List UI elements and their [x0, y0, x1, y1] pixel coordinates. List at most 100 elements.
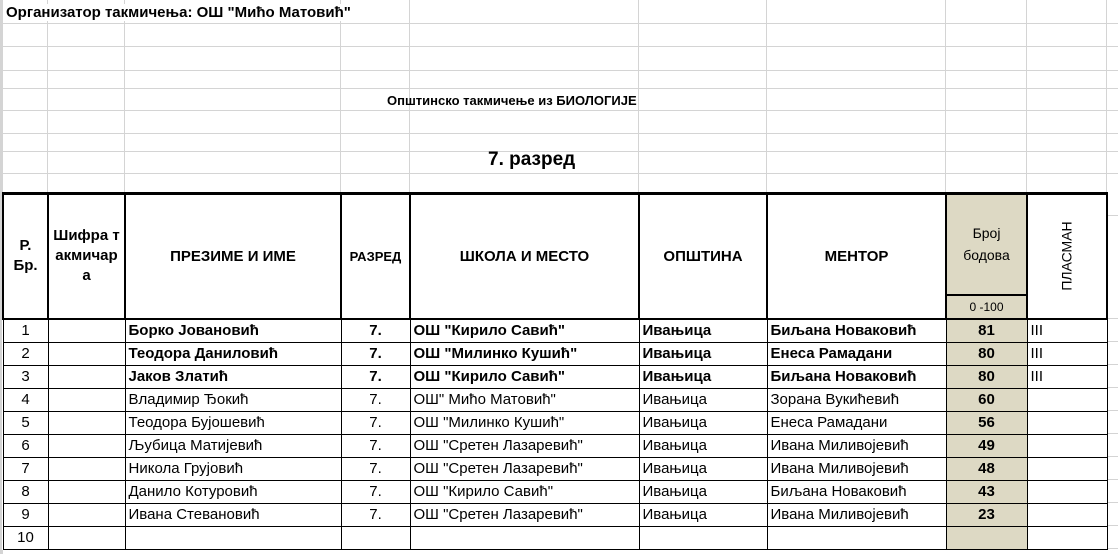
cell-municipality[interactable]: Ивањица: [638, 364, 768, 389]
cell-grade[interactable]: [340, 525, 411, 550]
cell-grade[interactable]: 7.: [340, 479, 411, 504]
cell-rb[interactable]: 2: [2, 341, 49, 366]
cell-code[interactable]: [47, 364, 126, 389]
cell-points[interactable]: 80: [945, 364, 1028, 389]
cell-grade[interactable]: 7.: [340, 318, 411, 343]
cell-code[interactable]: [47, 318, 126, 343]
cell-grade[interactable]: 7.: [340, 502, 411, 527]
cell-rb[interactable]: 10: [2, 525, 49, 550]
cell-mentor[interactable]: Ивана Миливојевић: [766, 456, 947, 481]
cell-mentor[interactable]: [766, 525, 947, 550]
cell-placement[interactable]: [1026, 525, 1108, 550]
cell-mentor[interactable]: Енеса Рамадани: [766, 410, 947, 435]
cell-school[interactable]: ОШ "Кирило Савић": [409, 364, 640, 389]
cell-name[interactable]: Теодора Даниловић: [124, 341, 342, 366]
cell-rb[interactable]: 3: [2, 364, 49, 389]
cell-rb[interactable]: 5: [2, 410, 49, 435]
cell-grade[interactable]: 7.: [340, 433, 411, 458]
cell-rb[interactable]: 9: [2, 502, 49, 527]
cell-placement[interactable]: [1026, 479, 1108, 504]
cell-name[interactable]: [124, 525, 342, 550]
cell-mentor[interactable]: Биљана Новаковић: [766, 479, 947, 504]
cell-municipality[interactable]: Ивањица: [638, 387, 768, 412]
cell-code[interactable]: [47, 456, 126, 481]
cell-school[interactable]: ОШ "Кирило Савић": [409, 318, 640, 343]
cell-school[interactable]: ОШ "Милинко Кушић": [409, 410, 640, 435]
cell-code[interactable]: [47, 341, 126, 366]
cell-grade[interactable]: 7.: [340, 387, 411, 412]
cell-grade[interactable]: 7.: [340, 364, 411, 389]
grid-line: [1106, 341, 1118, 342]
cell-municipality[interactable]: Ивањица: [638, 410, 768, 435]
cell-placement[interactable]: [1026, 502, 1108, 527]
header-municipality: ОПШТИНА: [638, 192, 768, 320]
grid-line: [945, 0, 946, 193]
grid-line: [1106, 433, 1118, 434]
cell-name[interactable]: Никола Грујовић: [124, 456, 342, 481]
cell-mentor[interactable]: Биљана Новаковић: [766, 364, 947, 389]
cell-points[interactable]: 56: [945, 410, 1028, 435]
cell-municipality[interactable]: Ивањица: [638, 341, 768, 366]
cell-rb[interactable]: 8: [2, 479, 49, 504]
cell-municipality[interactable]: Ивањица: [638, 502, 768, 527]
cell-placement[interactable]: III: [1026, 364, 1108, 389]
cell-points[interactable]: 23: [945, 502, 1028, 527]
cell-mentor[interactable]: Зорана Вукићевић: [766, 387, 947, 412]
cell-name[interactable]: Теодора Бујошевић: [124, 410, 342, 435]
cell-code[interactable]: [47, 525, 126, 550]
cell-school[interactable]: ОШ "Кирило Савић": [409, 479, 640, 504]
table-row: 4 Владимир Ђокић 7. ОШ" Мићо Матовић" Ивањиц…: [2, 387, 1108, 412]
cell-rb[interactable]: 4: [2, 387, 49, 412]
cell-school[interactable]: ОШ" Мићо Матовић": [409, 387, 640, 412]
cell-points[interactable]: 49: [945, 433, 1028, 458]
cell-code[interactable]: [47, 387, 126, 412]
cell-placement[interactable]: III: [1026, 318, 1108, 343]
cell-school[interactable]: ОШ "Сретен Лазаревић": [409, 502, 640, 527]
cell-school[interactable]: ОШ "Сретен Лазаревић": [409, 456, 640, 481]
cell-code[interactable]: [47, 410, 126, 435]
cell-code[interactable]: [47, 502, 126, 527]
cell-municipality[interactable]: Ивањица: [638, 433, 768, 458]
cell-municipality[interactable]: Ивањица: [638, 479, 768, 504]
cell-rb[interactable]: 7: [2, 456, 49, 481]
grid-line: [0, 88, 1118, 89]
cell-school[interactable]: ОШ "Сретен Лазаревић": [409, 433, 640, 458]
cell-name[interactable]: Данило Котуровић: [124, 479, 342, 504]
cell-name[interactable]: Владимир Ђокић: [124, 387, 342, 412]
cell-grade[interactable]: 7.: [340, 341, 411, 366]
grid-line: [47, 0, 48, 193]
cell-rb[interactable]: 1: [2, 318, 49, 343]
cell-municipality[interactable]: [638, 525, 768, 550]
cell-placement[interactable]: III: [1026, 341, 1108, 366]
cell-name[interactable]: Јаков Златић: [124, 364, 342, 389]
cell-grade[interactable]: 7.: [340, 456, 411, 481]
cell-placement[interactable]: [1026, 456, 1108, 481]
grid-line: [638, 0, 639, 193]
cell-municipality[interactable]: Ивањица: [638, 456, 768, 481]
cell-mentor[interactable]: Енеса Рамадани: [766, 341, 947, 366]
cell-school[interactable]: ОШ "Милинко Кушић": [409, 341, 640, 366]
cell-code[interactable]: [47, 479, 126, 504]
cell-placement[interactable]: [1026, 433, 1108, 458]
cell-points[interactable]: 48: [945, 456, 1028, 481]
cell-rb[interactable]: 6: [2, 433, 49, 458]
cell-placement[interactable]: [1026, 387, 1108, 412]
cell-grade[interactable]: 7.: [340, 410, 411, 435]
cell-code[interactable]: [47, 433, 126, 458]
cell-municipality[interactable]: Ивањица: [638, 318, 768, 343]
cell-name[interactable]: Љубица Матијевић: [124, 433, 342, 458]
cell-points[interactable]: 43: [945, 479, 1028, 504]
cell-name[interactable]: Борко Јовановић: [124, 318, 342, 343]
cell-placement[interactable]: [1026, 410, 1108, 435]
cell-points[interactable]: [945, 525, 1028, 550]
grid-line: [1106, 318, 1118, 319]
cell-name[interactable]: Ивана Стевановић: [124, 502, 342, 527]
cell-points[interactable]: 60: [945, 387, 1028, 412]
grid-line: [1106, 387, 1118, 388]
cell-mentor[interactable]: Ивана Миливојевић: [766, 502, 947, 527]
cell-mentor[interactable]: Биљана Новаковић: [766, 318, 947, 343]
cell-points[interactable]: 80: [945, 341, 1028, 366]
cell-mentor[interactable]: Ивана Миливојевић: [766, 433, 947, 458]
cell-school[interactable]: [409, 525, 640, 550]
cell-points[interactable]: 81: [945, 318, 1028, 343]
